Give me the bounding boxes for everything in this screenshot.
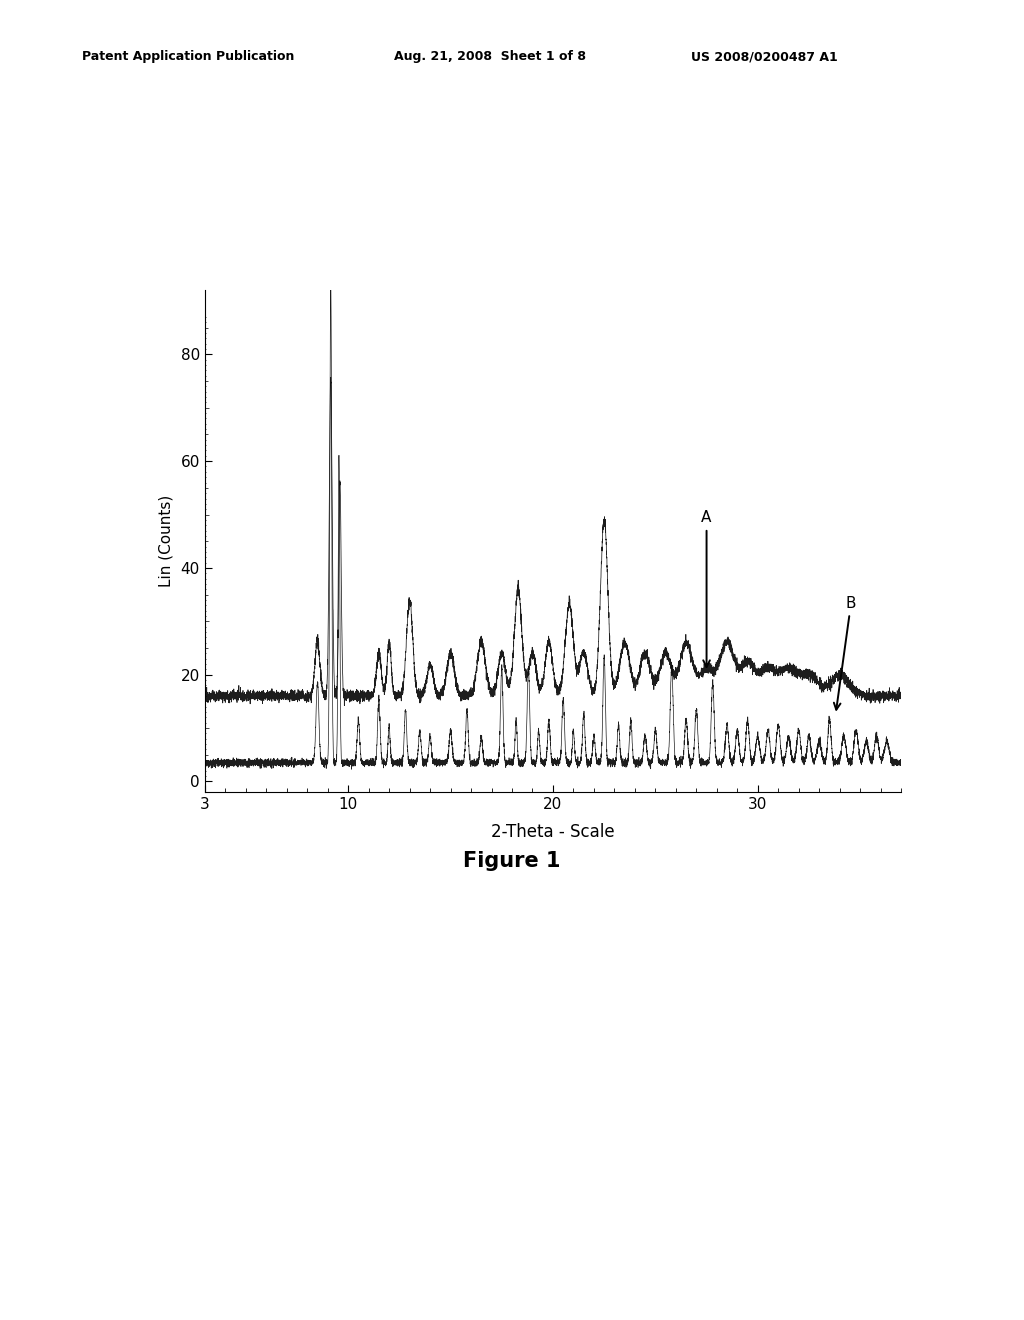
- Text: US 2008/0200487 A1: US 2008/0200487 A1: [691, 50, 838, 63]
- Text: Patent Application Publication: Patent Application Publication: [82, 50, 294, 63]
- X-axis label: 2-Theta - Scale: 2-Theta - Scale: [492, 822, 614, 841]
- Text: Aug. 21, 2008  Sheet 1 of 8: Aug. 21, 2008 Sheet 1 of 8: [394, 50, 586, 63]
- Text: A: A: [701, 511, 712, 667]
- Text: Figure 1: Figure 1: [463, 851, 561, 871]
- Y-axis label: Lin (Counts): Lin (Counts): [159, 495, 174, 587]
- Text: B: B: [834, 595, 856, 710]
